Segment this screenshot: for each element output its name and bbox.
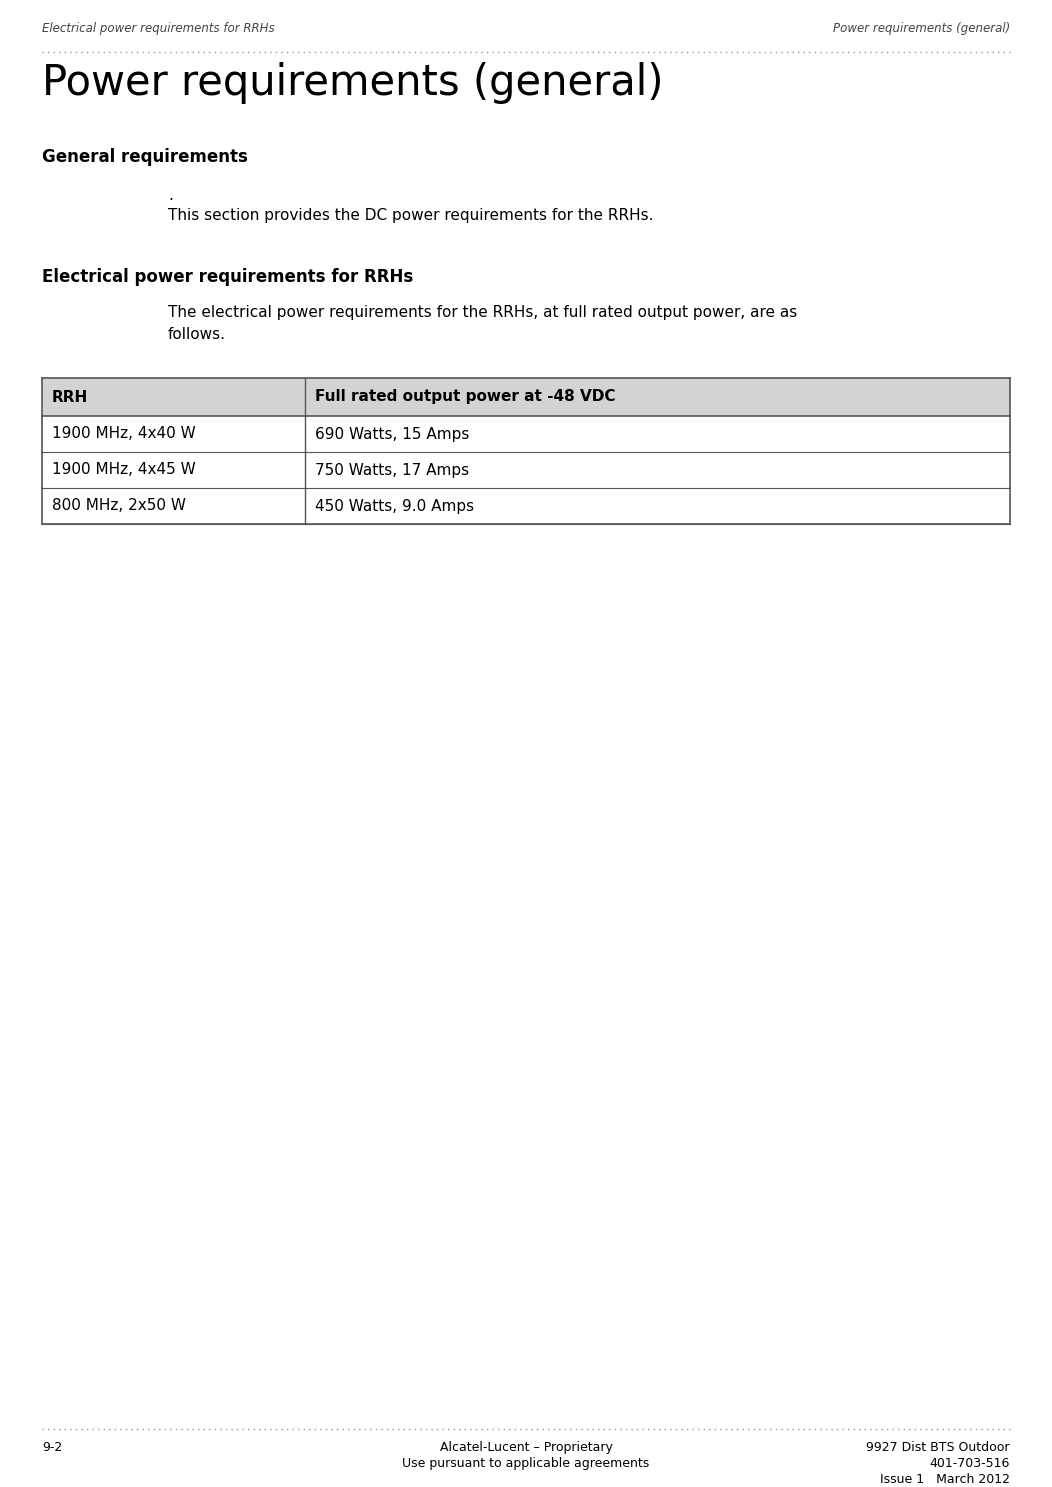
Text: Electrical power requirements for RRHs: Electrical power requirements for RRHs (42, 22, 275, 36)
Text: Full rated output power at -48 VDC: Full rated output power at -48 VDC (316, 390, 615, 404)
Text: Alcatel-Lucent – Proprietary: Alcatel-Lucent – Proprietary (440, 1441, 612, 1454)
Text: 9927 Dist BTS Outdoor: 9927 Dist BTS Outdoor (867, 1441, 1010, 1454)
Text: The electrical power requirements for the RRHs, at full rated output power, are : The electrical power requirements for th… (168, 305, 797, 320)
Text: RRH: RRH (52, 390, 88, 404)
Text: .: . (168, 187, 173, 204)
Text: Issue 1   March 2012: Issue 1 March 2012 (881, 1474, 1010, 1486)
Bar (42, 378, 1010, 416)
Bar (42, 452, 1010, 488)
Text: General requirements: General requirements (42, 149, 248, 167)
Text: This section provides the DC power requirements for the RRHs.: This section provides the DC power requi… (168, 208, 653, 223)
Text: Power requirements (general): Power requirements (general) (42, 62, 664, 104)
Bar (42, 488, 1010, 523)
Text: Power requirements (general): Power requirements (general) (833, 22, 1010, 36)
Text: 750 Watts, 17 Amps: 750 Watts, 17 Amps (316, 462, 469, 477)
Text: 800 MHz, 2x50 W: 800 MHz, 2x50 W (52, 498, 186, 513)
Text: 1900 MHz, 4x40 W: 1900 MHz, 4x40 W (52, 427, 196, 442)
Text: 1900 MHz, 4x45 W: 1900 MHz, 4x45 W (52, 462, 196, 477)
Text: 690 Watts, 15 Amps: 690 Watts, 15 Amps (316, 427, 469, 442)
Text: follows.: follows. (168, 327, 226, 342)
Text: 9-2: 9-2 (42, 1441, 62, 1454)
Text: Electrical power requirements for RRHs: Electrical power requirements for RRHs (42, 268, 413, 286)
Bar (42, 416, 1010, 452)
Text: 450 Watts, 9.0 Amps: 450 Watts, 9.0 Amps (316, 498, 474, 513)
Text: 401-703-516: 401-703-516 (930, 1457, 1010, 1471)
Text: Use pursuant to applicable agreements: Use pursuant to applicable agreements (402, 1457, 650, 1471)
